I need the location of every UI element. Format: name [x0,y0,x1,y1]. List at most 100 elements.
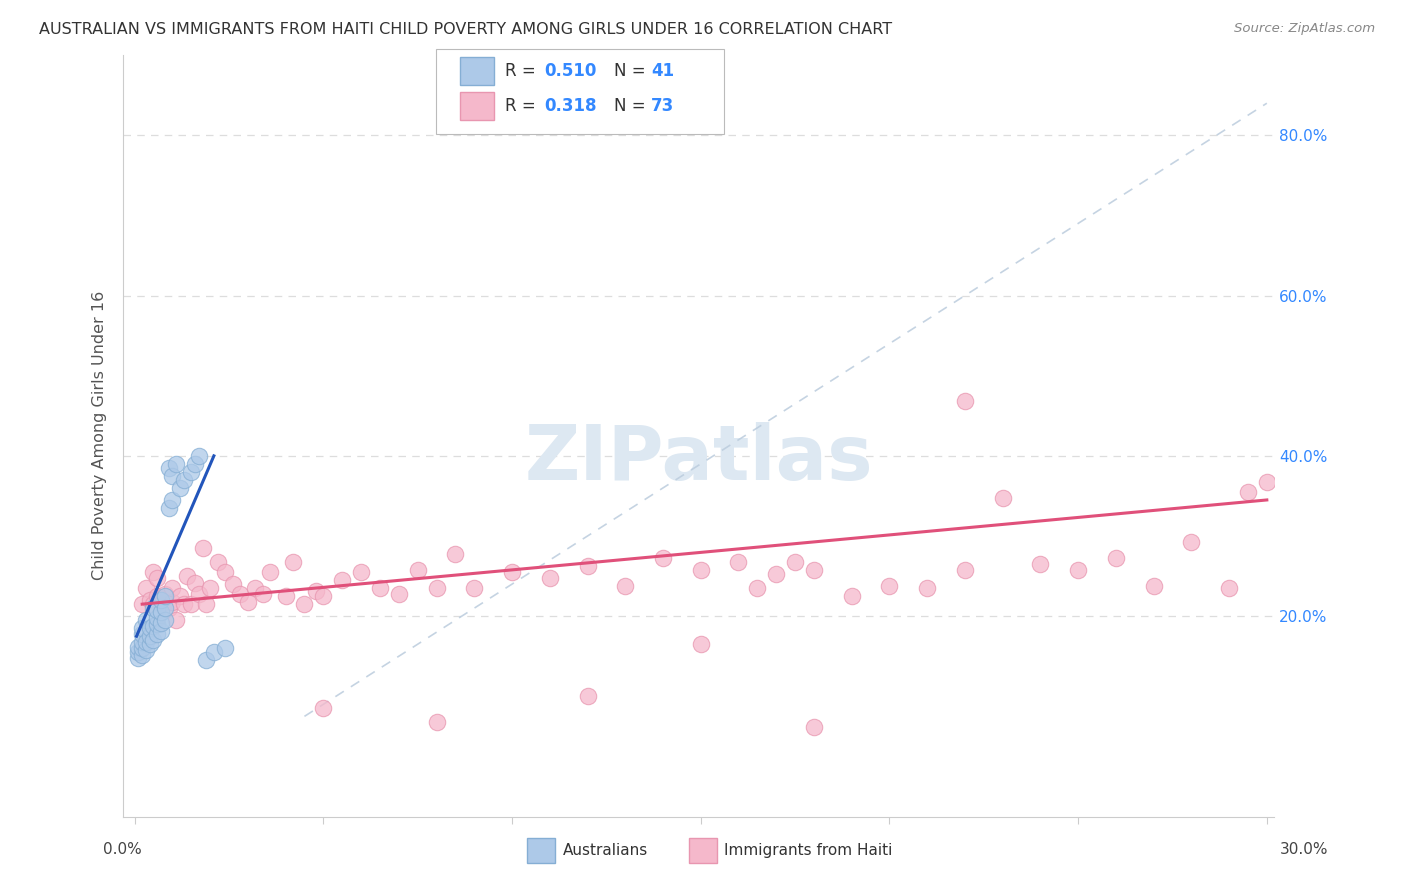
Point [146,627,169,641]
Point [131,641,153,656]
Point [138,629,160,643]
Point [176,569,198,583]
Text: R =: R = [505,97,541,115]
Point [157,601,180,615]
Point [165,613,187,627]
Point [444,547,467,561]
Point [191,541,214,555]
Text: 41: 41 [651,62,673,80]
Point [765,567,787,582]
Point [153,613,176,627]
Point [312,701,335,715]
Point [1180,535,1202,549]
Point [135,581,157,595]
Point [915,581,938,595]
Point [142,619,165,633]
Point [222,577,245,591]
Point [135,635,157,649]
Point [131,597,153,611]
Point [187,449,209,463]
Point [1237,485,1260,500]
Point [153,589,176,603]
Point [202,645,225,659]
Point [388,587,411,601]
Point [131,635,153,649]
Point [576,690,599,704]
Text: Source: ZipAtlas.com: Source: ZipAtlas.com [1234,22,1375,36]
Point [162,581,184,595]
Text: 73: 73 [651,97,675,115]
Point [1105,551,1128,566]
Text: 0.510: 0.510 [544,62,596,80]
Point [803,563,825,577]
Point [330,573,353,587]
Point [169,589,191,603]
Point [252,587,274,601]
Point [162,595,184,609]
Text: AUSTRALIAN VS IMMIGRANTS FROM HAITI CHILD POVERTY AMONG GIRLS UNDER 16 CORRELATI: AUSTRALIAN VS IMMIGRANTS FROM HAITI CHIL… [39,22,893,37]
Point [689,563,711,577]
Point [229,587,252,601]
Point [501,565,523,579]
Point [538,571,561,585]
Point [1256,475,1278,489]
Point [184,575,207,590]
Point [142,601,165,615]
Point [236,595,259,609]
Point [1142,579,1164,593]
Point [162,492,184,507]
Point [127,650,149,665]
Point [146,571,169,585]
Point [135,613,157,627]
Point [150,624,173,638]
Point [841,589,863,603]
Point [180,597,202,611]
Point [294,597,316,611]
Point [198,581,221,595]
Point [689,637,711,651]
Point [127,645,149,659]
Point [727,555,749,569]
Point [153,587,176,601]
Point [953,563,976,577]
Point [165,457,187,471]
Point [131,621,153,635]
Point [425,581,447,595]
Text: 30.0%: 30.0% [1281,842,1329,856]
Point [1029,557,1052,571]
Point [150,605,173,619]
Text: 0.0%: 0.0% [103,842,142,856]
Point [195,597,218,611]
Point [195,653,218,667]
Text: Immigrants from Haiti: Immigrants from Haiti [724,843,893,857]
Point [1067,563,1090,577]
Point [131,648,153,662]
Point [187,587,209,601]
Point [146,611,169,625]
Point [142,565,165,579]
Point [953,394,976,409]
Text: 0.318: 0.318 [544,97,596,115]
Point [259,565,281,579]
Point [463,581,485,595]
Point [803,720,825,734]
Point [652,551,675,566]
Point [157,461,180,475]
Point [142,633,165,648]
Point [576,559,599,574]
Point [879,579,901,593]
Point [169,481,191,495]
Point [150,593,173,607]
Point [142,597,165,611]
Point [146,617,169,632]
Point [312,589,335,603]
Point [214,641,236,656]
Point [138,621,160,635]
Point [146,603,169,617]
Point [173,473,195,487]
Point [162,469,184,483]
Point [1218,581,1240,595]
Point [131,627,153,641]
Point [991,491,1014,505]
Point [180,465,202,479]
